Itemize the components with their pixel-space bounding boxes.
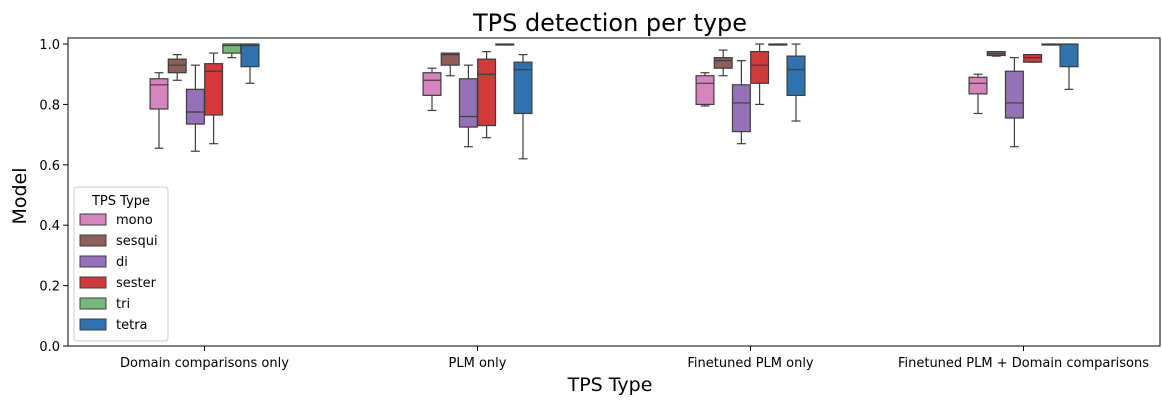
box-iqr [1023,54,1043,63]
box-iqr [695,75,715,106]
chart-title: TPS detection per type [472,9,747,37]
box-iqr [477,58,497,127]
legend-title: TPS Type [91,194,150,209]
legend-swatch-sester [79,276,107,289]
y-tick-label: 0.2 [39,280,60,295]
x-tick-label: PLM only [449,356,507,371]
box-tetra [786,43,806,122]
box-iqr [750,50,770,84]
box-tri [768,43,788,46]
legend-swatch-tetra [79,318,107,331]
box-iqr [422,72,442,96]
x-tick-label: Domain comparisons only [120,356,289,371]
y-tick-label: 1.0 [39,38,60,53]
box-mono [149,72,169,149]
box-sester [477,50,497,139]
box-sesqui [713,49,733,77]
box-tri [495,43,515,46]
legend-swatch-sesqui [79,234,107,247]
legend: TPS Type mono sesqui di sester tri tetra [73,186,169,342]
box-mono [968,73,988,115]
y-tick-label: 0.8 [39,98,60,113]
box-iqr [713,57,733,69]
legend-label-tetra: tetra [116,318,148,333]
box-iqr [149,78,169,110]
legend-label-tri: tri [116,297,130,312]
box-sesqui [986,50,1006,57]
box-di [185,64,205,152]
box-iqr [167,58,187,74]
box-di [458,64,478,148]
box-sesqui [440,52,460,77]
box-sester [204,52,224,145]
box-iqr [731,84,751,133]
box-sesqui [167,54,187,81]
box-sester [1023,54,1043,63]
y-axis-label: Model [9,167,31,224]
box-mono [422,67,442,112]
legend-swatch-di [79,255,107,268]
legend-label-di: di [116,255,128,270]
box-iqr [513,61,533,115]
x-axis-label: TPS Type [567,374,653,396]
legend-label-sesqui: sesqui [116,234,158,249]
box-iqr [440,52,460,66]
y-tick-label: 0.0 [39,340,60,355]
legend-swatch-tri [79,297,107,310]
x-tick-label: Finetuned PLM only [687,356,814,371]
box-tetra [240,43,260,84]
y-tick-label: 0.6 [39,159,60,174]
box-iqr [1059,43,1079,68]
y-tick-label: 0.4 [39,219,60,234]
box-iqr [786,55,806,96]
axes-frame [67,37,1161,347]
box-tetra [1059,43,1079,90]
box-tetra [513,54,533,160]
legend-swatch-mono [79,213,107,226]
box-iqr [968,76,988,95]
box-tri [1041,43,1061,46]
box-iqr [204,63,224,116]
legend-label-sester: sester [116,276,157,291]
box-di [731,60,751,145]
box-iqr [458,78,478,128]
box-sester [750,43,770,106]
box-iqr [185,88,205,125]
box-iqr [240,43,260,68]
box-iqr [1004,70,1024,119]
box-tri [222,43,242,59]
box-di [1004,57,1024,148]
plot-area: 0.0 0.2 0.4 0.6 0.8 1.0 Domain comparisons onl… [39,37,1161,371]
box-mono [695,72,715,107]
legend-label-mono: mono [116,213,153,228]
x-tick-label: Finetuned PLM + Domain comparisons [898,356,1149,371]
